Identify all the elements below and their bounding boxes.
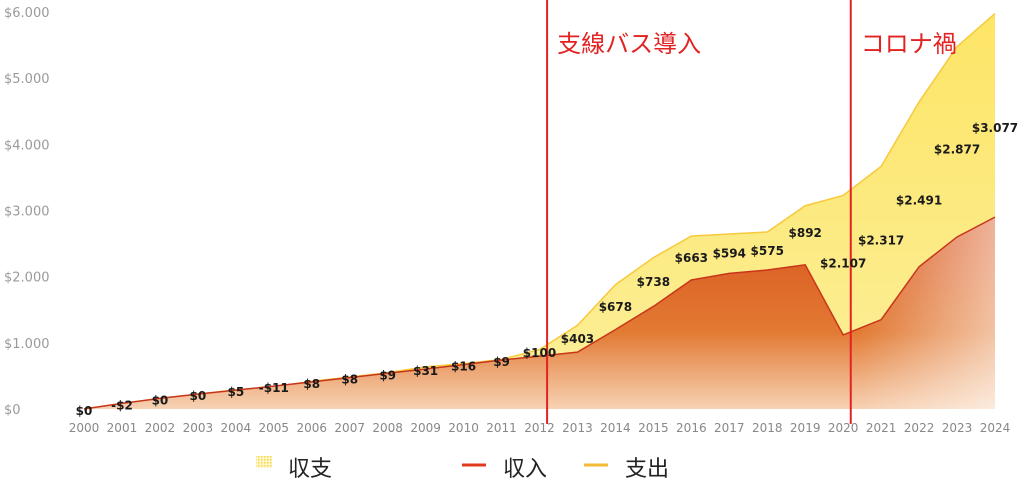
legend-item-expense: 支出	[584, 457, 669, 482]
data-label: $663	[675, 251, 708, 265]
data-label: $2.317	[858, 233, 904, 247]
x-tick-label: 2002	[145, 421, 176, 435]
y-tick-label: $2.000	[4, 271, 50, 286]
x-tick-label: 2003	[183, 421, 214, 435]
x-tick-label: 2020	[828, 421, 859, 435]
x-tick-label: 2009	[410, 421, 441, 435]
data-label: -$11	[259, 381, 289, 395]
x-tick-label: 2001	[107, 421, 138, 435]
x-tick-label: 2007	[334, 421, 365, 435]
plot-area	[83, 12, 996, 410]
data-label: $0	[152, 393, 169, 407]
x-tick-label: 2022	[904, 421, 935, 435]
data-label: $2.491	[896, 194, 942, 208]
x-tick-label: 2004	[221, 421, 252, 435]
data-label: $8	[303, 377, 320, 391]
x-tick-label: 2006	[296, 421, 327, 435]
x-tick-label: 2024	[980, 421, 1011, 435]
annotations: 支線バス導入 コロナ禍	[546, 0, 957, 424]
y-tick-label: $4.000	[4, 138, 50, 153]
legend-item-balance: 収支	[256, 456, 332, 482]
data-label: $9	[379, 368, 396, 382]
data-label: $16	[451, 360, 476, 374]
annotation-label: コロナ禍	[861, 30, 957, 58]
legend-label-balance: 収支	[288, 457, 332, 482]
data-label: $9	[493, 355, 510, 369]
x-tick-label: 2017	[714, 421, 745, 435]
x-tick-label: 2023	[942, 421, 973, 435]
data-label: $403	[561, 332, 594, 346]
x-tick-label: 2011	[486, 421, 517, 435]
data-label: $8	[341, 373, 358, 387]
legend-item-income: 収入	[462, 457, 547, 482]
data-label: $100	[523, 346, 556, 360]
legend-label-income: 収入	[503, 457, 547, 482]
legend-swatch-balance	[256, 456, 272, 468]
data-label: $2.107	[820, 256, 866, 270]
y-tick-label: $1.000	[4, 337, 50, 352]
x-tick-label: 2010	[448, 421, 479, 435]
income-line	[83, 216, 996, 410]
legend-label-expense: 支出	[625, 457, 669, 482]
y-tick-label: $3.000	[4, 205, 50, 220]
data-label: $2.877	[934, 143, 980, 157]
data-label: $0	[76, 404, 93, 418]
data-label: -$2	[111, 398, 133, 412]
data-label: $3.077	[972, 121, 1018, 135]
data-labels: $0 -$2 $0 $0 $5 -$11 $8 $8 $9 $31 $16 $9 $100 $403 $67…	[76, 121, 1019, 418]
x-tick-label: 2019	[790, 421, 821, 435]
x-axis: 2000 2001 2002 2003 2004 2005 2006 2007 2008 2009…	[69, 421, 1011, 435]
x-tick-label: 2008	[372, 421, 403, 435]
x-tick-label: 2005	[259, 421, 290, 435]
income-area-fade	[84, 217, 995, 409]
x-tick-label: 2021	[866, 421, 897, 435]
data-label: $31	[413, 364, 438, 378]
data-label: $5	[227, 385, 244, 399]
data-label: $738	[637, 275, 670, 289]
x-tick-label: 2014	[600, 421, 631, 435]
data-label: $575	[751, 244, 784, 258]
y-tick-label: $6.000	[4, 6, 50, 21]
data-label: $0	[190, 389, 207, 403]
x-tick-label: 2018	[752, 421, 783, 435]
data-label: $678	[599, 300, 632, 314]
y-tick-label: $5.000	[4, 72, 50, 87]
annotation-label: 支線バス導入	[557, 30, 701, 58]
y-axis: $0 $1.000 $2.000 $3.000 $4.000 $5.000 $6.000	[4, 6, 50, 418]
y-tick-label: $0	[4, 403, 21, 418]
x-tick-label: 2012	[524, 421, 555, 435]
x-tick-label: 2013	[562, 421, 593, 435]
x-tick-label: 2016	[676, 421, 707, 435]
x-tick-label: 2015	[638, 421, 669, 435]
data-label: $594	[713, 247, 746, 261]
data-label: $892	[789, 226, 822, 240]
x-tick-label: 2000	[69, 421, 100, 435]
legend: 収支 収入 支出	[256, 456, 669, 482]
